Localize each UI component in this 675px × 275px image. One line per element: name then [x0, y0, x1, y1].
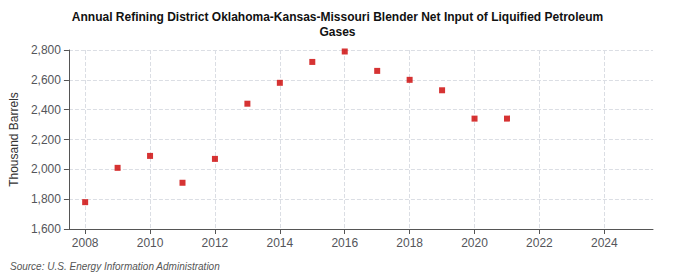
svg-text:1,800: 1,800: [31, 192, 61, 206]
svg-text:2020: 2020: [461, 236, 488, 250]
svg-text:2,800: 2,800: [31, 43, 61, 57]
svg-text:2,600: 2,600: [31, 73, 61, 87]
svg-text:2,000: 2,000: [31, 162, 61, 176]
svg-text:2012: 2012: [202, 236, 229, 250]
svg-text:2008: 2008: [72, 236, 99, 250]
svg-text:1,600: 1,600: [31, 222, 61, 236]
svg-text:2,200: 2,200: [31, 133, 61, 147]
svg-text:2014: 2014: [266, 236, 293, 250]
svg-text:2018: 2018: [396, 236, 423, 250]
svg-text:2024: 2024: [591, 236, 618, 250]
svg-text:Gases: Gases: [319, 25, 355, 39]
svg-text:2010: 2010: [137, 236, 164, 250]
svg-text:Source: U.S. Energy Informatio: Source: U.S. Energy Information Administ…: [10, 261, 220, 272]
svg-text:Thousand Barrels: Thousand Barrels: [7, 92, 21, 187]
svg-text:2022: 2022: [526, 236, 553, 250]
svg-text:2016: 2016: [331, 236, 358, 250]
svg-text:2,400: 2,400: [31, 103, 61, 117]
svg-text:Annual Refining District Oklah: Annual Refining District Oklahoma-Kansas…: [72, 10, 603, 24]
